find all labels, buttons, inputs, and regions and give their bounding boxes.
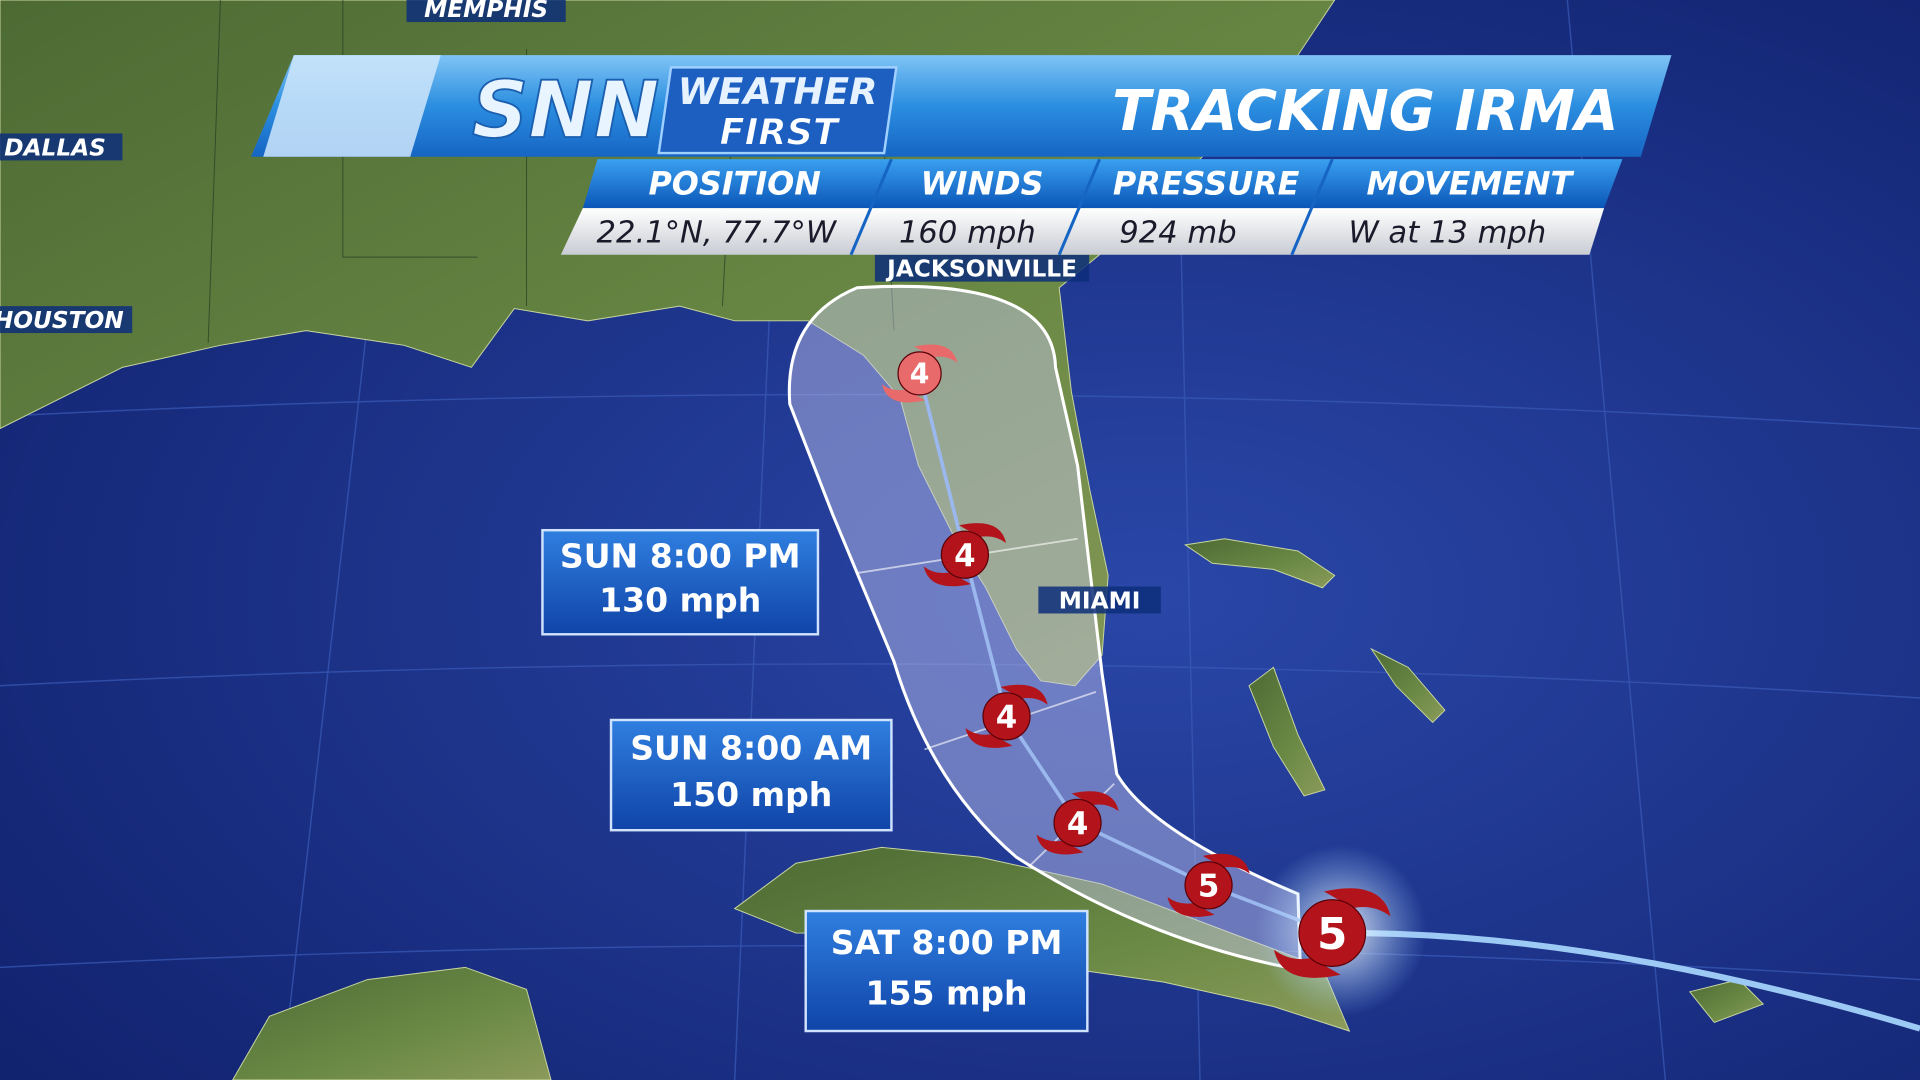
brand-line1: WEATHER: [678, 70, 878, 113]
city-labels: MEMPHIS DALLAS HOUSTON JACKSONVILLE MIAMI: [0, 0, 1161, 615]
stat-value: 924 mb: [1119, 215, 1236, 250]
storm-icon: 4: [881, 344, 958, 403]
forecast-wind: 155 mph: [865, 974, 1027, 1013]
city-label: JACKSONVILLE: [885, 256, 1077, 283]
city-label: DALLAS: [4, 135, 106, 162]
city-label: MEMPHIS: [424, 0, 548, 23]
storm-icon: 5: [1273, 888, 1391, 978]
storm-category: 4: [954, 538, 975, 574]
forecast-wind: 150 mph: [670, 775, 832, 814]
storm-category: 4: [910, 358, 930, 391]
storm-category: 4: [1067, 806, 1088, 842]
stats-values-bg: [560, 208, 1605, 255]
sky-photo: [263, 55, 441, 157]
storm-icon: 5: [1167, 853, 1250, 917]
forecast-wind: 130 mph: [599, 580, 761, 619]
city-label: HOUSTON: [0, 307, 124, 334]
stat-header: MOVEMENT: [1367, 165, 1575, 203]
stat-value: 160 mph: [899, 215, 1036, 250]
storm-arms: [965, 684, 1048, 748]
city-label: MIAMI: [1059, 588, 1141, 615]
storm-category: 4: [996, 699, 1017, 735]
header-banner: SNN WEATHER FIRST TRACKING IRMA POSITION…: [251, 55, 1672, 256]
forecast-time: SAT 8:00 PM: [831, 923, 1063, 962]
storm-arms: [1167, 853, 1250, 917]
storm-icon: 4: [923, 523, 1007, 587]
forecast-box: [804, 909, 1089, 1033]
logo: SNN: [472, 65, 660, 156]
storm-arms: [1273, 888, 1391, 978]
storm-core: [940, 530, 990, 579]
forecast-box: [541, 528, 820, 636]
storm-arms: [1036, 791, 1119, 855]
storm-core: [982, 692, 1031, 741]
stat-header: WINDS: [921, 165, 1044, 203]
forecast-time: SUN 8:00 PM: [560, 537, 801, 576]
storm-category: 5: [1317, 909, 1347, 960]
stats-dividers: [849, 158, 1334, 256]
city-label-bg: [1038, 586, 1161, 614]
forecast-box: [609, 718, 893, 832]
forecast-time: SUN 8:00 AM: [630, 729, 872, 768]
storm-icons: 5 5 4 4 4 4: [881, 344, 1391, 978]
storm-core: [1298, 899, 1367, 967]
stat-header: PRESSURE: [1113, 165, 1300, 203]
stat-value: W at 13 mph: [1348, 215, 1546, 250]
storm-arms: [881, 344, 958, 403]
forecast-cone: [787, 284, 1302, 972]
storm-arms: [923, 523, 1007, 587]
city-label-bg: [0, 133, 123, 161]
stats: POSITION WINDS PRESSURE MOVEMENT 22.1°N, 77.…: [597, 165, 1575, 251]
brand-line2: FIRST: [720, 110, 841, 153]
storm-core: [1184, 861, 1233, 910]
storm-core: [897, 351, 942, 396]
city-label-bg: [406, 0, 566, 23]
storm-category: 5: [1198, 868, 1219, 904]
storm-icon: 4: [1036, 791, 1119, 855]
stat-value: 22.1°N, 77.7°W: [597, 215, 838, 250]
title: TRACKING IRMA: [1112, 79, 1618, 144]
storm-core: [1053, 798, 1102, 847]
stat-header: POSITION: [648, 165, 820, 203]
storm-icon: 4: [965, 684, 1048, 748]
forecast-labels: SUN 8:00 PM 130 mph SUN 8:00 AM 150 mph SAT …: [541, 528, 1089, 1033]
city-label-bg: [0, 306, 133, 334]
banner-bg: [251, 55, 1672, 157]
brand-box: [657, 66, 898, 155]
stats-header-bg: [582, 159, 1623, 209]
city-label-bg: [874, 254, 1090, 282]
